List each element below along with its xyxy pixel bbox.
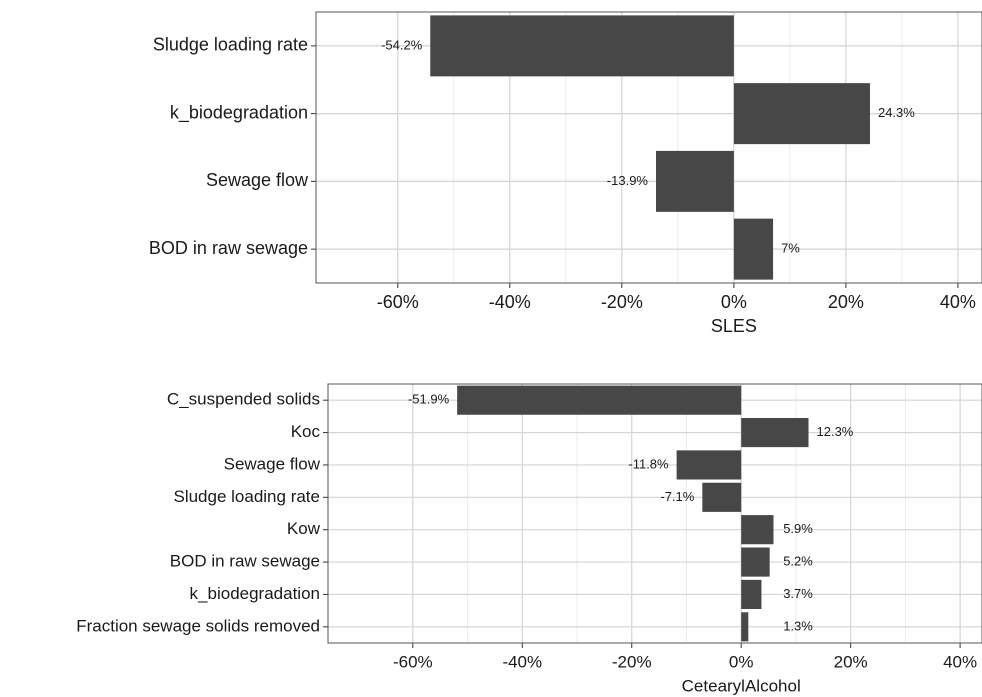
bar (741, 612, 749, 642)
x-tick-label: -60% (393, 652, 433, 671)
bar (741, 579, 762, 610)
x-tick-label: 0% (721, 292, 747, 312)
x-axis-title: CetearylAlcohol (682, 676, 801, 695)
value-label: 24.3% (878, 105, 915, 120)
y-tick-label: Sewage flow (224, 454, 321, 473)
y-tick-label: BOD in raw sewage (149, 238, 308, 258)
value-label: -13.9% (607, 173, 649, 188)
y-tick-label: Koc (291, 422, 321, 441)
x-tick-label: -40% (489, 292, 531, 312)
y-tick-label: k_biodegradation (170, 102, 308, 123)
value-label: -7.1% (660, 489, 694, 504)
value-label: 3.7% (783, 586, 813, 601)
x-tick-label: 20% (828, 292, 864, 312)
panel-border (315, 11, 982, 284)
bar (741, 515, 774, 545)
y-tick-label: Sewage flow (206, 170, 309, 190)
bar (656, 150, 734, 212)
x-axis-title: SLES (711, 316, 757, 336)
bar (430, 15, 734, 77)
bar (741, 547, 770, 577)
y-tick-label: Sludge loading rate (153, 35, 308, 55)
value-label: 5.2% (783, 554, 813, 569)
panel-border (327, 383, 982, 644)
y-tick-label: k_biodegradation (190, 584, 320, 603)
y-tick-label: BOD in raw sewage (170, 552, 320, 571)
y-tick-label: Kow (287, 519, 321, 538)
value-label: 1.3% (783, 618, 813, 633)
y-tick-label: C_suspended solids (167, 390, 320, 409)
bar (457, 385, 742, 415)
x-tick-label: -20% (612, 652, 652, 671)
x-tick-label: 40% (940, 292, 976, 312)
x-tick-label: 20% (834, 652, 868, 671)
x-tick-label: -20% (601, 292, 643, 312)
value-label: -51.9% (408, 392, 450, 407)
value-label: -11.8% (628, 456, 669, 471)
value-label: 12.3% (817, 424, 854, 439)
x-tick-label: 0% (729, 652, 754, 671)
bar (741, 417, 809, 448)
value-label: 5.9% (783, 521, 813, 536)
x-tick-label: 40% (943, 652, 977, 671)
bar (733, 218, 774, 280)
bar (733, 83, 870, 145)
x-tick-label: -60% (377, 292, 419, 312)
y-tick-label: Sludge loading rate (173, 487, 320, 506)
x-tick-label: -40% (502, 652, 542, 671)
bar (676, 450, 742, 480)
y-tick-label: Fraction sewage solids removed (76, 616, 320, 635)
value-label: -54.2% (381, 37, 423, 52)
bar (702, 482, 742, 512)
value-label: 7% (781, 241, 800, 256)
